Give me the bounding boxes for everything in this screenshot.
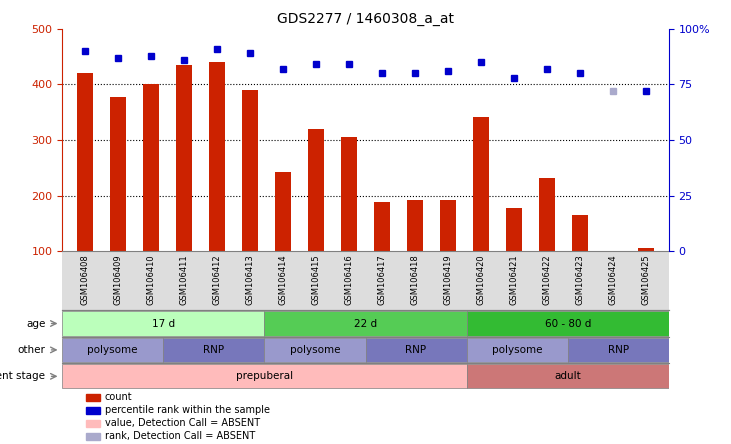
Bar [86, 432, 99, 440]
Text: rank, Detection Call = ABSENT: rank, Detection Call = ABSENT [105, 431, 255, 441]
Bar [143, 84, 159, 251]
Bar [568, 338, 669, 362]
Bar [209, 62, 225, 251]
Text: RNP: RNP [607, 345, 629, 355]
Text: GSM106410: GSM106410 [147, 254, 156, 305]
Bar [308, 129, 325, 251]
Text: polysome: polysome [289, 345, 340, 355]
Bar [110, 97, 126, 251]
Bar [637, 249, 654, 251]
Text: GSM106423: GSM106423 [575, 254, 584, 305]
Text: count: count [105, 392, 132, 402]
Text: 60 - 80 d: 60 - 80 d [545, 318, 591, 329]
Text: 17 d: 17 d [152, 318, 175, 329]
Text: GSM106425: GSM106425 [641, 254, 651, 305]
Text: other: other [18, 345, 45, 355]
Text: polysome: polysome [492, 345, 542, 355]
Text: GSM106408: GSM106408 [80, 254, 90, 305]
Text: value, Detection Call = ABSENT: value, Detection Call = ABSENT [105, 418, 260, 428]
Bar [341, 137, 357, 251]
Text: GSM106421: GSM106421 [510, 254, 518, 305]
Bar [163, 338, 265, 362]
Text: polysome: polysome [88, 345, 138, 355]
Text: GSM106419: GSM106419 [444, 254, 452, 305]
Bar [86, 407, 99, 413]
Bar [539, 178, 555, 251]
Bar [275, 172, 292, 251]
Bar [242, 90, 258, 251]
Text: GSM106409: GSM106409 [114, 254, 123, 305]
Bar [572, 215, 588, 251]
Text: GSM106424: GSM106424 [608, 254, 617, 305]
Text: age: age [26, 318, 45, 329]
Text: GSM106418: GSM106418 [411, 254, 420, 305]
Bar [77, 73, 94, 251]
Bar [466, 364, 669, 388]
Text: GSM106412: GSM106412 [213, 254, 221, 305]
Text: development stage: development stage [0, 371, 45, 381]
Bar [506, 208, 522, 251]
Bar [605, 251, 621, 276]
Bar [176, 65, 192, 251]
Text: GSM106413: GSM106413 [246, 254, 254, 305]
Text: RNP: RNP [406, 345, 427, 355]
Bar [466, 311, 669, 336]
Bar [466, 338, 568, 362]
Text: GSM106422: GSM106422 [542, 254, 551, 305]
Bar [473, 117, 489, 251]
Bar [374, 202, 390, 251]
Bar [86, 393, 99, 400]
Text: GSM106411: GSM106411 [180, 254, 189, 305]
Text: GSM106417: GSM106417 [377, 254, 387, 305]
Text: percentile rank within the sample: percentile rank within the sample [105, 405, 270, 415]
Text: RNP: RNP [203, 345, 224, 355]
Bar [62, 338, 163, 362]
Bar [406, 200, 423, 251]
Text: GSM106415: GSM106415 [311, 254, 320, 305]
Title: GDS2277 / 1460308_a_at: GDS2277 / 1460308_a_at [277, 12, 454, 27]
Bar [366, 338, 466, 362]
Text: GSM106420: GSM106420 [477, 254, 485, 305]
Bar [86, 420, 99, 427]
Bar [265, 311, 466, 336]
Text: GSM106416: GSM106416 [344, 254, 354, 305]
Bar [62, 364, 466, 388]
Text: GSM106414: GSM106414 [279, 254, 287, 305]
Bar [62, 311, 265, 336]
Text: 22 d: 22 d [354, 318, 377, 329]
Text: prepuberal: prepuberal [236, 371, 293, 381]
Bar [265, 338, 366, 362]
Text: adult: adult [554, 371, 581, 381]
Bar [439, 200, 456, 251]
